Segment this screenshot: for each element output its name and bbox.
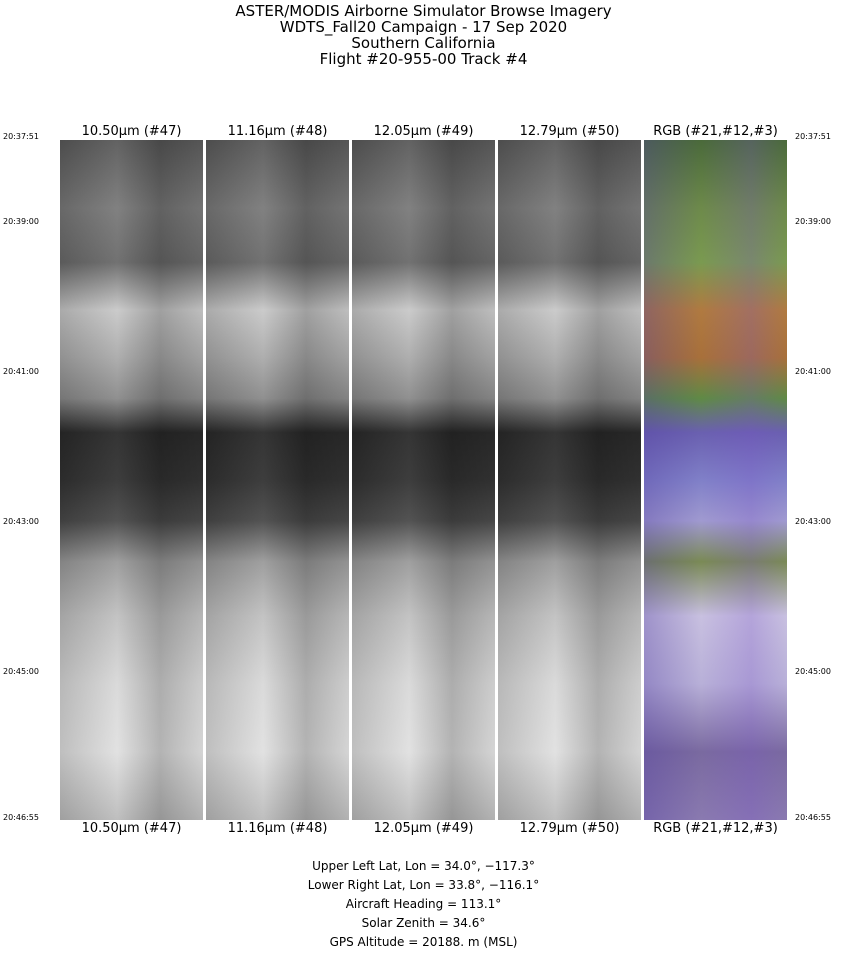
channel-label-top-47: 10.50μm (#47) xyxy=(81,124,182,139)
flight-info: Upper Left Lat, Lon = 34.0°, −117.3° Low… xyxy=(0,857,847,952)
channel-label-bottom-rgb: RGB (#21,#12,#3) xyxy=(653,821,778,836)
channel-label-bottom-48: 11.16μm (#48) xyxy=(227,821,328,836)
channel-label-bottom-47: 10.50μm (#47) xyxy=(81,821,182,836)
time-tick-left: 20:46:55 xyxy=(3,813,39,822)
title-line-1: ASTER/MODIS Airborne Simulator Browse Im… xyxy=(235,2,612,20)
aircraft-heading: Aircraft Heading = 113.1° xyxy=(345,897,502,911)
gps-altitude: GPS Altitude = 20188. m (MSL) xyxy=(329,935,518,949)
time-tick-left: 20:41:00 xyxy=(3,367,39,376)
image-strip-49 xyxy=(352,140,495,820)
image-strip-rgb xyxy=(644,140,787,820)
channel-label-top-rgb: RGB (#21,#12,#3) xyxy=(653,124,778,139)
time-tick-left: 20:39:00 xyxy=(3,217,39,226)
time-tick-left: 20:43:00 xyxy=(3,517,39,526)
image-strip-48 xyxy=(206,140,349,820)
time-tick-right: 20:41:00 xyxy=(795,367,831,376)
image-strip-50 xyxy=(498,140,641,820)
time-tick-left: 20:45:00 xyxy=(3,667,39,676)
time-tick-right: 20:39:00 xyxy=(795,217,831,226)
figure-title: ASTER/MODIS Airborne Simulator Browse Im… xyxy=(0,3,847,67)
upper-left-coords: Upper Left Lat, Lon = 34.0°, −117.3° xyxy=(312,859,535,873)
time-tick-right: 20:45:00 xyxy=(795,667,831,676)
title-line-3: Southern California xyxy=(351,34,496,52)
lower-right-coords: Lower Right Lat, Lon = 33.8°, −116.1° xyxy=(307,878,540,892)
solar-zenith: Solar Zenith = 34.6° xyxy=(361,916,486,930)
channel-label-bottom-49: 12.05μm (#49) xyxy=(373,821,474,836)
channel-label-top-48: 11.16μm (#48) xyxy=(227,124,328,139)
title-line-4: Flight #20-955-00 Track #4 xyxy=(319,50,528,68)
time-tick-right: 20:37:51 xyxy=(795,132,831,141)
time-tick-right: 20:46:55 xyxy=(795,813,831,822)
channel-label-top-49: 12.05μm (#49) xyxy=(373,124,474,139)
time-tick-right: 20:43:00 xyxy=(795,517,831,526)
image-strip-47 xyxy=(60,140,203,820)
channel-label-top-50: 12.79μm (#50) xyxy=(519,124,620,139)
channel-label-bottom-50: 12.79μm (#50) xyxy=(519,821,620,836)
time-tick-left: 20:37:51 xyxy=(3,132,39,141)
title-line-2: WDTS_Fall20 Campaign - 17 Sep 2020 xyxy=(279,18,568,36)
